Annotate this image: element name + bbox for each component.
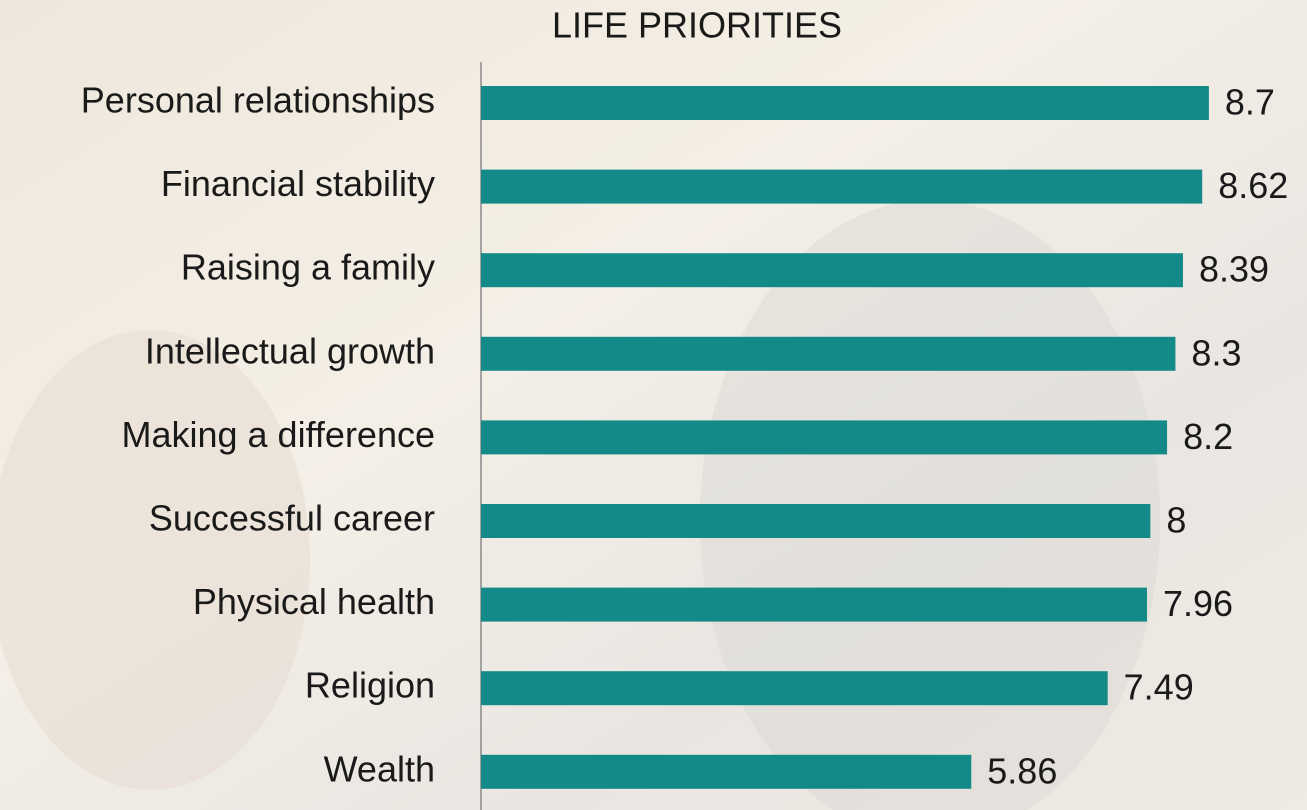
y-tick-label: Financial stability — [161, 163, 435, 204]
y-tick-label: Successful career — [149, 498, 435, 539]
bar — [481, 86, 1209, 120]
data-label: 8.7 — [1225, 82, 1275, 123]
y-tick-label: Religion — [305, 665, 435, 706]
bar — [481, 755, 971, 789]
data-label: 8.62 — [1218, 165, 1288, 206]
bar — [481, 170, 1202, 204]
data-label: 8 — [1166, 500, 1186, 541]
y-tick-label: Wealth — [324, 748, 435, 789]
bar — [481, 337, 1175, 371]
bar — [481, 588, 1147, 622]
data-label: 7.96 — [1163, 583, 1233, 624]
y-tick-label: Raising a family — [181, 247, 435, 288]
page: {"chart_data":{"type":"bar","orientation… — [0, 0, 1307, 810]
chart: LIFE PRIORITIES Personal relationships 8.… — [0, 0, 1307, 810]
y-tick-label: Making a difference — [121, 414, 435, 455]
background-figure — [0, 330, 310, 790]
bar — [481, 253, 1183, 287]
chart-title: LIFE PRIORITIES — [552, 5, 842, 46]
y-tick-label: Personal relationships — [81, 80, 435, 121]
data-label: 7.49 — [1124, 667, 1194, 708]
data-label: 5.86 — [987, 750, 1057, 791]
bar — [481, 671, 1108, 705]
data-label: 8.39 — [1199, 249, 1269, 290]
data-label: 8.3 — [1191, 332, 1241, 373]
bar — [481, 420, 1167, 454]
y-tick-label: Physical health — [193, 581, 435, 622]
bar — [481, 504, 1150, 538]
data-label: 8.2 — [1183, 416, 1233, 457]
y-tick-label: Intellectual growth — [145, 330, 435, 371]
